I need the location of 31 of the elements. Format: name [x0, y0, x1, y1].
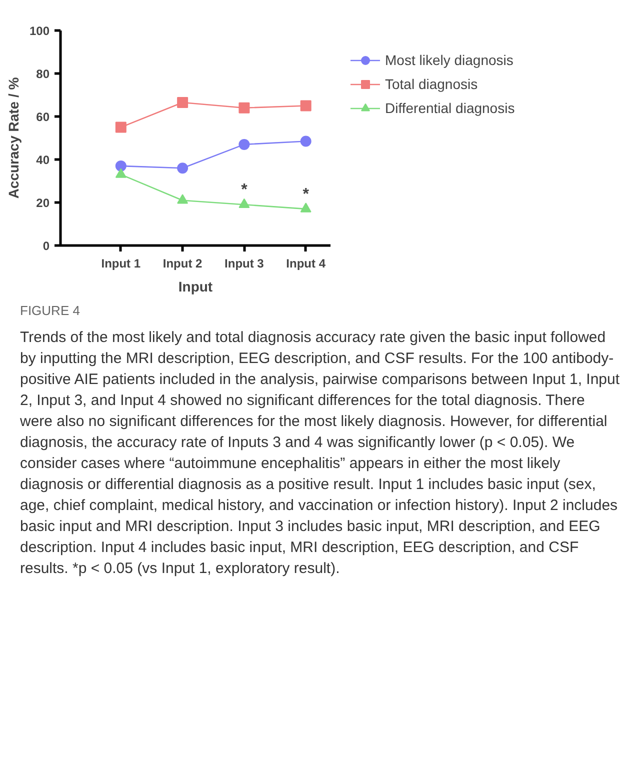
x-axis-title: Input — [178, 278, 213, 294]
x-tick-label: Input 1 — [101, 256, 141, 270]
point — [177, 97, 188, 108]
annotation: * — [241, 182, 248, 199]
y-tick-label: 0 — [42, 239, 50, 253]
x-tick-label: Input 2 — [162, 256, 203, 270]
text: Trends of the most likely and total diagnosis accuracy rate given the basic input followed by inputting the MRI description, EEG description, and CSF results. For the 100 antibody-positive AIE patients included in the analysis, pairwise comparisons between Input 1, Input 2, Input 3, and Input 4 showed no significant differences for the total diagnosis. There were also no significant differences for the most likely diagnosis. However, for differential diagnosis, the accuracy rate of Inputs 3 and 4 was significantly lower (p < 0.05). We consider cases where “autoimmune encephalitis” appears in either the most likely diagnosis or differential diagnosis as a positive result. Input 1 includes basic input (sex, age, chief complaint, medical history, and vaccination or infection history). Input 2 includes basic input and MRI description. Input 3 includes basic input, MRI description, and EEG description. Input 4 includes basic input, MRI description, EEG description, and CSF results. *p < 0.05 (vs Input 1, exploratory result). — [20, 328, 620, 577]
point — [300, 202, 312, 212]
y-tick-label: 40 — [36, 153, 50, 167]
point — [115, 122, 126, 133]
point — [177, 162, 188, 174]
annotation: * — [302, 186, 310, 203]
x-tick-label: Input 4 — [286, 256, 326, 270]
point — [238, 198, 250, 208]
y-tick-label: 80 — [36, 67, 50, 81]
point — [300, 136, 312, 147]
legend-label: Total diagnosis — [385, 76, 478, 92]
point — [177, 194, 188, 204]
legend-label: Most likely diagnosis — [385, 52, 514, 68]
y-tick-label: 20 — [36, 196, 50, 210]
point — [238, 102, 250, 114]
y-axis-title: Accuracy Rate / % — [5, 76, 22, 199]
text: FIGURE 4 — [20, 302, 81, 320]
point — [115, 160, 126, 172]
point — [115, 168, 126, 178]
y-tick-label: 60 — [36, 110, 50, 124]
y-tick-label: 100 — [29, 24, 50, 38]
x-tick-label: Input 3 — [224, 256, 264, 270]
legend-label: Differential diagnosis — [385, 100, 515, 116]
point — [238, 138, 250, 150]
point — [300, 100, 312, 112]
